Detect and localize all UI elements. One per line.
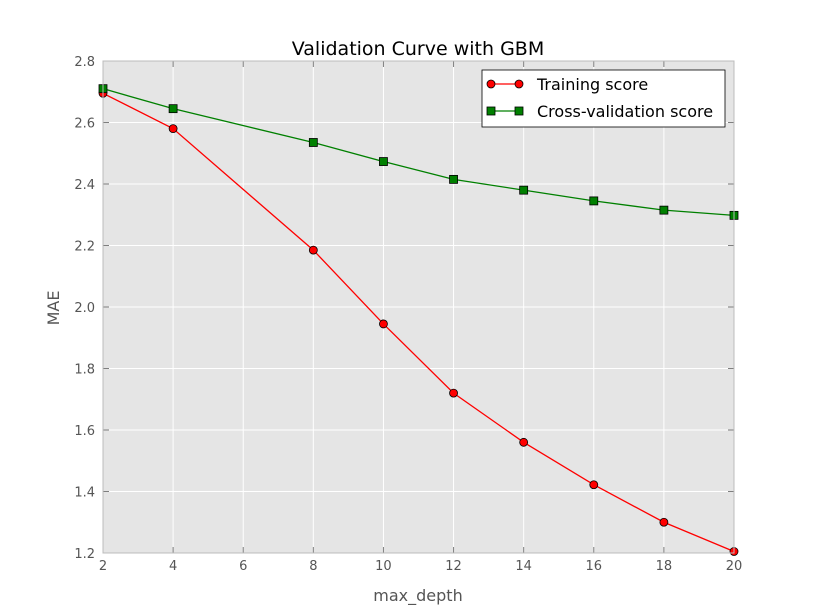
legend-box bbox=[481, 69, 726, 128]
y-tick-labels: 1.2 1.4 1.6 1.8 2.0 2.2 2.4 2.6 2.8 bbox=[74, 55, 95, 562]
x-tick-label: 16 bbox=[586, 559, 603, 574]
cv-score-point bbox=[519, 185, 529, 195]
legend-label-0: Training score bbox=[536, 75, 648, 94]
x-tick-label: 14 bbox=[515, 559, 532, 574]
y-tick-label: 2.0 bbox=[74, 301, 95, 316]
training-score-point bbox=[449, 388, 458, 398]
plot-frame bbox=[102, 60, 735, 554]
legend-marker-square bbox=[486, 106, 496, 116]
y-tick-label: 2.4 bbox=[74, 178, 95, 193]
series-markers bbox=[98, 84, 739, 556]
legend-marker-square bbox=[514, 106, 524, 116]
legend-marker-circle bbox=[514, 79, 524, 89]
x-tick-label: 12 bbox=[445, 559, 462, 574]
training-score-point bbox=[308, 245, 318, 255]
legend: Training score Cross-validation score bbox=[481, 69, 726, 128]
x-tick-labels: 2 4 6 8 10 12 14 16 18 20 bbox=[99, 559, 742, 574]
legend-label-1: Cross-validation score bbox=[537, 102, 713, 121]
training-score-point bbox=[519, 437, 529, 447]
training-score-point bbox=[659, 517, 669, 527]
chart-title: Validation Curve with GBM bbox=[292, 38, 544, 60]
x-tick-label: 8 bbox=[309, 559, 317, 574]
y-tick-label: 1.6 bbox=[74, 424, 95, 439]
legend-marker-circle bbox=[486, 79, 496, 89]
x-axis-label: max_depth bbox=[373, 586, 462, 606]
y-tick-label: 1.8 bbox=[74, 363, 95, 378]
training-score-point bbox=[379, 319, 388, 329]
training-score-point bbox=[589, 480, 599, 490]
training-score-point bbox=[168, 124, 178, 134]
cv-score-point bbox=[589, 196, 599, 206]
y-tick-label: 1.4 bbox=[74, 486, 95, 501]
y-tick-label: 2.2 bbox=[74, 240, 95, 255]
x-tick-label: 18 bbox=[656, 559, 673, 574]
cv-score-point bbox=[308, 138, 318, 147]
x-tick-label: 20 bbox=[726, 559, 743, 574]
y-tick-label: 1.2 bbox=[74, 547, 95, 562]
y-axis-label: MAE bbox=[44, 291, 63, 326]
cv-score-point bbox=[379, 157, 388, 166]
x-tick-label: 2 bbox=[99, 559, 107, 574]
cv-score-point bbox=[449, 174, 458, 184]
x-tick-label: 6 bbox=[239, 559, 247, 574]
cv-score-point bbox=[659, 205, 669, 215]
x-tick-label: 10 bbox=[375, 559, 392, 574]
y-tick-label: 2.8 bbox=[74, 55, 95, 70]
x-tick-label: 4 bbox=[169, 559, 177, 574]
cv-score-point bbox=[168, 104, 178, 114]
y-tick-label: 2.6 bbox=[74, 117, 95, 132]
